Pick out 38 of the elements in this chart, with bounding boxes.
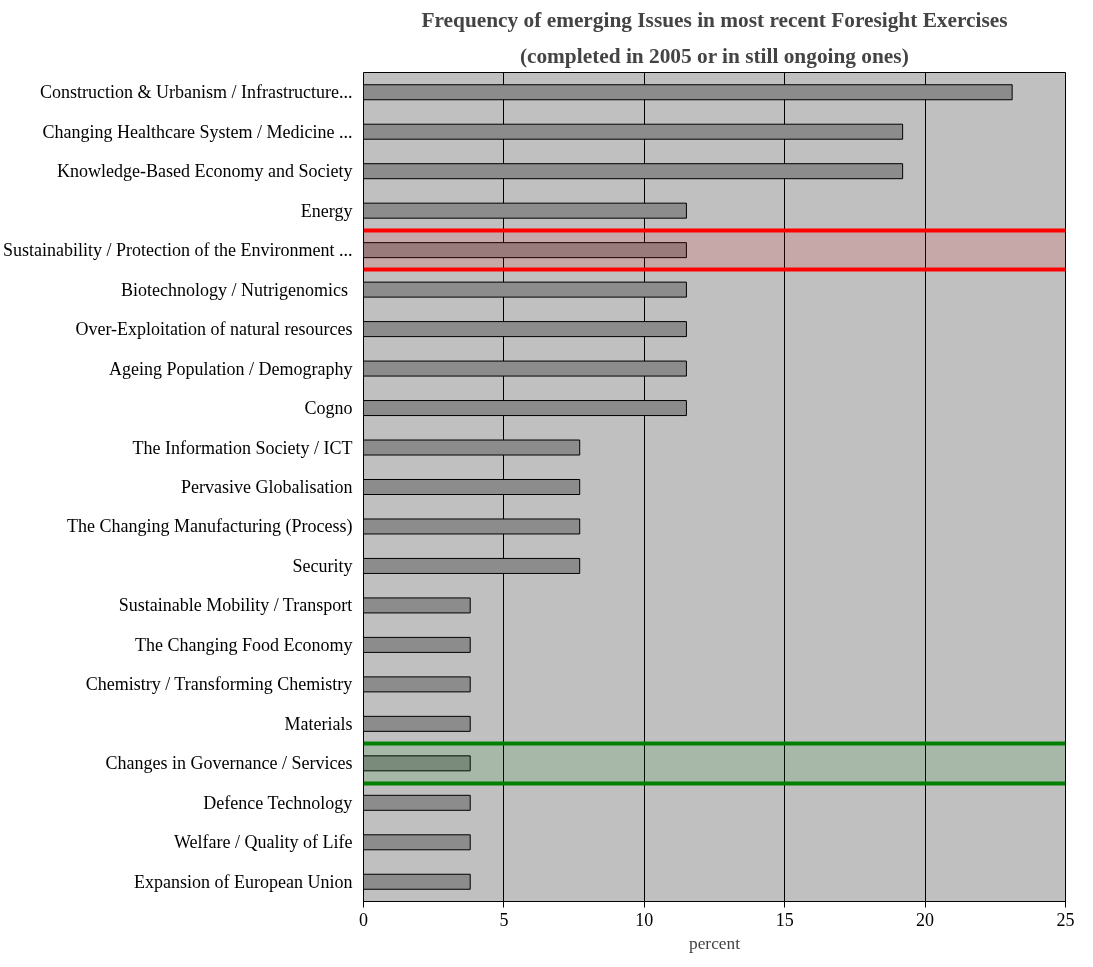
x-tick-label: 0 (359, 909, 368, 930)
x-axis-title: percent (689, 933, 741, 953)
y-tick-label: Changes in Governance / Services (105, 753, 353, 774)
chart-title: Frequency of emerging Issues in most recent Foresight Exercises (421, 7, 1008, 32)
x-tick-label: 5 (499, 909, 509, 930)
bar (363, 676, 471, 693)
y-tick-label: Materials (284, 713, 353, 734)
x-tick-label: 20 (916, 909, 935, 930)
y-tick-label: Sustainability / Protection of the Environment ... (3, 240, 353, 261)
bar (363, 873, 471, 890)
bar (363, 715, 471, 732)
y-tick-label: The Changing Food Economy (135, 634, 353, 655)
bar (363, 597, 471, 614)
y-tick-label: Over-Exploitation of natural resources (75, 319, 353, 340)
y-tick-label: Ageing Population / Demography (109, 358, 353, 379)
x-tick-label: 15 (775, 909, 794, 930)
y-tick-label: Biotechnology / Nutrigenomics (121, 279, 348, 300)
x-tick-label: 25 (1056, 909, 1075, 930)
bar (363, 755, 471, 772)
y-tick-label: Construction & Urbanism / Infrastructure... (40, 82, 353, 103)
y-tick-label: Changing Healthcare System / Medicine ... (42, 121, 353, 142)
y-tick-label: Sustainable Mobility / Transport (118, 595, 353, 616)
y-tick-label: Pervasive Globalisation (181, 477, 353, 497)
y-tick-label: Defence Technology (203, 792, 353, 813)
y-tick-label: The Changing Manufacturing (Process) (67, 516, 353, 538)
x-tick-label: 10 (635, 909, 654, 930)
y-tick-label: Energy (300, 200, 353, 221)
y-tick-label: Security (292, 555, 353, 576)
y-tick-label: Expansion of European Union (134, 871, 353, 892)
y-tick-label: Cogno (304, 398, 353, 419)
bar (363, 794, 471, 811)
y-tick-label: The Information Society / ICT (132, 437, 353, 458)
chart-subtitle: (completed in 2005 or in still ongoing ones) (519, 43, 909, 68)
bar (363, 834, 471, 851)
bar (363, 636, 471, 653)
y-tick-label: Welfare / Quality of Life (174, 832, 353, 853)
y-tick-label: Chemistry / Transforming Chemistry (85, 674, 353, 695)
y-tick-label: Knowledge-Based Economy and Society (57, 161, 353, 182)
